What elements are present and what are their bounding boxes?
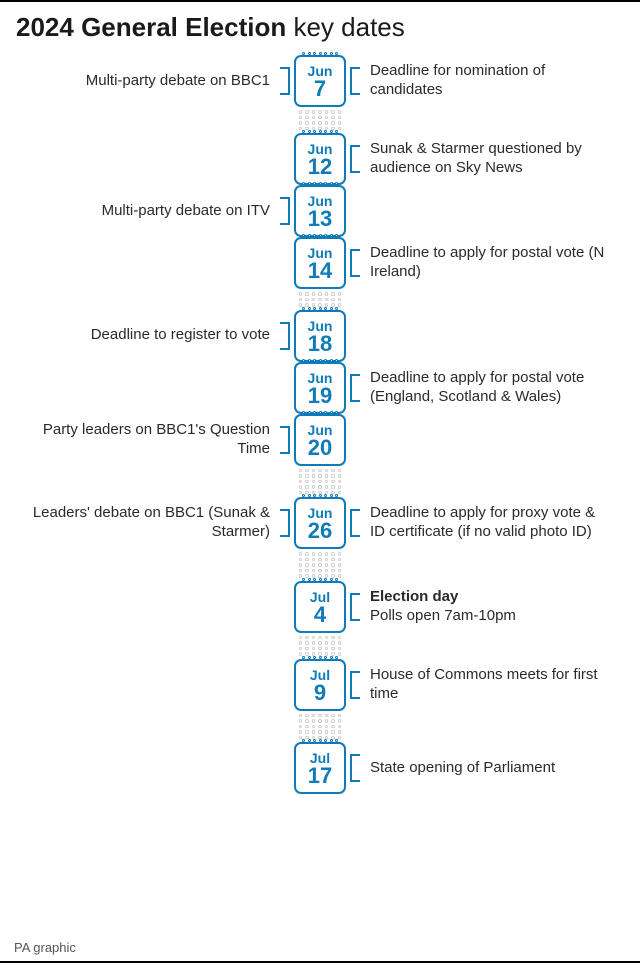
bracket-left [276,420,290,460]
calendar-day: 20 [308,437,332,459]
event-row: Jun19 Deadline to apply for postal vote (… [0,362,640,414]
event-right-text: Sunak & Starmer questioned by audience o… [370,140,614,178]
calendar-icon: Jun7 [294,55,346,107]
bracket-right [350,61,364,101]
calendar-icon: Jun19 [294,362,346,414]
calendar-icon: Jul4 [294,581,346,633]
event-right-text: State opening of Parliament [370,759,614,778]
event-left-label: Multi-party debate on BBC1 [26,72,276,91]
event-right-text: Deadline for nomination of candidates [370,62,614,100]
bracket-right [350,748,364,788]
bracket-left [276,61,290,101]
event-right-text: Deadline to apply for postal vote (Engla… [370,369,614,407]
calendar-day: 17 [308,765,332,787]
calendar-icon: Jun18 [294,310,346,362]
event-right-text: Deadline to apply for postal vote (N Ire… [370,244,614,282]
event-row: Jul9 House of Commons meets for first tim… [0,659,640,711]
bracket-left [276,748,290,788]
bracket-left [276,316,290,356]
page-title: 2024 General Election key dates [0,2,640,47]
event-left-label: Multi-party debate on ITV [26,202,276,221]
calendar-day: 19 [308,385,332,407]
bracket-left [276,243,290,283]
event-row: Jun12 Sunak & Starmer questioned by audie… [0,133,640,185]
event-right-label: House of Commons meets for first time [364,666,614,704]
bracket-right [350,316,364,356]
event-right-bold: Election day [370,588,614,607]
gap-dots [294,466,346,498]
calendar-icon: Jun26 [294,497,346,549]
bracket-right [350,243,364,283]
bracket-left [276,665,290,705]
gap-dots [294,549,346,581]
calendar-day: 4 [314,604,326,626]
event-row: Deadline to register to vote Jun18 [0,310,640,362]
event-right-text: House of Commons meets for first time [370,666,614,704]
event-right-label: State opening of Parliament [364,759,614,778]
event-right-label: Election dayPolls open 7am-10pm [364,588,614,626]
calendar-day: 7 [314,78,326,100]
event-right-label: Sunak & Starmer questioned by audience o… [364,140,614,178]
event-right-text: Polls open 7am-10pm [370,607,614,626]
event-right-label: Deadline for nomination of candidates [364,62,614,100]
calendar-day: 12 [308,156,332,178]
event-row: Multi-party debate on ITV Jun13 [0,185,640,237]
calendar-icon: Jun14 [294,237,346,289]
event-right-text: Deadline to apply for proxy vote & ID ce… [370,504,614,542]
event-left-label: Deadline to register to vote [26,326,276,345]
bracket-right [350,191,364,231]
calendar-day: 13 [308,208,332,230]
calendar-day: 14 [308,260,332,282]
event-row: Jul4 Election dayPolls open 7am-10pm [0,581,640,633]
bracket-left [276,191,290,231]
event-row: Jul17 State opening of Parliament [0,742,640,794]
calendar-icon: Jun12 [294,133,346,185]
event-left-label: Party leaders on BBC1's Question Time [26,421,276,459]
bracket-left [276,368,290,408]
bracket-right [350,368,364,408]
calendar-icon: Jun13 [294,185,346,237]
event-left-label: Leaders' debate on BBC1 (Sunak & Starmer… [26,504,276,542]
event-right-label: Deadline to apply for proxy vote & ID ce… [364,504,614,542]
calendar-icon: Jun20 [294,414,346,466]
bracket-left [276,503,290,543]
calendar-icon: Jul9 [294,659,346,711]
calendar-day: 18 [308,333,332,355]
bracket-right [350,139,364,179]
title-light: key dates [286,12,405,42]
bracket-right [350,587,364,627]
event-row: Party leaders on BBC1's Question Time Jun… [0,414,640,466]
calendar-icon: Jul17 [294,742,346,794]
bracket-right [350,665,364,705]
timeline: Multi-party debate on BBC1 Jun7 Deadline f… [0,55,640,794]
calendar-day: 26 [308,520,332,542]
bracket-left [276,139,290,179]
bracket-right [350,503,364,543]
calendar-day: 9 [314,682,326,704]
bracket-left [276,587,290,627]
event-row: Leaders' debate on BBC1 (Sunak & Starmer… [0,497,640,549]
title-bold: 2024 General Election [16,12,286,42]
event-row: Multi-party debate on BBC1 Jun7 Deadline f… [0,55,640,107]
event-row: Jun14 Deadline to apply for postal vote (… [0,237,640,289]
event-right-label: Deadline to apply for postal vote (Engla… [364,369,614,407]
bracket-right [350,420,364,460]
gap-dots [294,711,346,743]
event-right-label: Deadline to apply for postal vote (N Ire… [364,244,614,282]
footer-credit: PA graphic [14,940,76,955]
